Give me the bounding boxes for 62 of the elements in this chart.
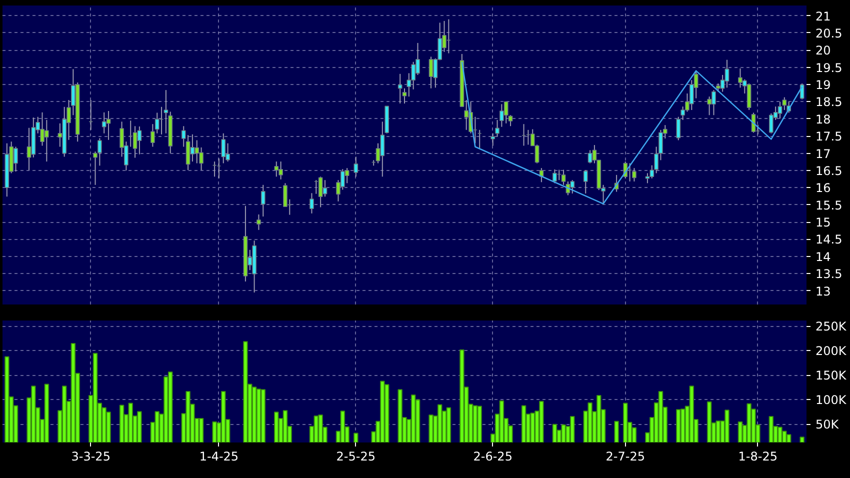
y-tick-label: 50K: [816, 417, 840, 432]
x-tick-label: 1-8-25: [738, 450, 778, 464]
candlestick: [274, 161, 279, 178]
candlestick: [26, 127, 32, 171]
y-tick-label: 19: [816, 78, 831, 92]
y-tick-label: 15: [816, 216, 831, 230]
candlestick: [570, 180, 575, 194]
candlestick: [428, 56, 434, 89]
y-tick-label: 17: [816, 146, 831, 161]
candlestick: [354, 156, 358, 178]
candlestick: [746, 83, 752, 110]
candlestick: [132, 126, 138, 158]
y-tick-label: 100K: [816, 392, 848, 407]
candlestick: [398, 73, 402, 104]
y-tick-label: 250K: [816, 319, 848, 334]
candlestick: [344, 168, 350, 184]
x-tick-label: 1-4-25: [199, 450, 239, 464]
y-tick-label: 16.5: [816, 164, 842, 178]
y-tick-label: 14.5: [816, 232, 842, 247]
candlestick: [645, 172, 650, 184]
candlestick: [778, 101, 782, 120]
y-tick-label: 13.5: [816, 267, 842, 282]
y-tick-label: 16: [816, 181, 831, 196]
y-tick-label: 18.5: [816, 95, 842, 110]
x-tick-label: 3-3-25: [71, 450, 110, 464]
candlestick: [583, 170, 588, 194]
candlestick: [561, 169, 566, 186]
candlestick: [310, 192, 314, 214]
y-tick-label: 20: [816, 44, 831, 58]
candlestick: [552, 168, 557, 184]
candlestick: [190, 134, 195, 162]
candlestick: [402, 88, 407, 104]
candlestick: [464, 100, 469, 130]
x-tick-label: 2-7-25: [606, 450, 645, 464]
x-tick-label: 2-6-25: [473, 450, 512, 464]
y-tick-label: 14: [816, 250, 831, 264]
y-tick-label: 18: [816, 112, 831, 126]
candlestick: [676, 116, 681, 141]
candlestick: [504, 101, 508, 124]
candlestick: [106, 110, 111, 140]
y-tick-label: 13: [816, 284, 831, 298]
y-tick-label: 15.5: [816, 198, 842, 212]
y-tick-label: 17.5: [816, 130, 842, 144]
line-series: [461, 61, 803, 204]
candlestick: [340, 168, 345, 190]
candlestick: [194, 140, 200, 164]
candlestick: [260, 184, 266, 218]
candlestick: [490, 132, 496, 146]
candlestick: [724, 59, 730, 88]
candlestick: [588, 150, 592, 164]
candlestick: [508, 114, 513, 127]
candlestick: [256, 214, 261, 230]
y-tick-label: 150K: [816, 368, 848, 382]
x-tick-label: 2-5-25: [336, 450, 376, 464]
y-tick-label: 21: [816, 9, 831, 24]
y-tick-label: 20.5: [816, 26, 842, 40]
y-tick-label: 200K: [816, 344, 848, 358]
candlestick: [322, 180, 328, 198]
y-tick-label: 19.5: [816, 60, 842, 75]
candlestick: [318, 176, 323, 208]
candlestick: [221, 132, 226, 164]
candlestick: [137, 126, 142, 155]
